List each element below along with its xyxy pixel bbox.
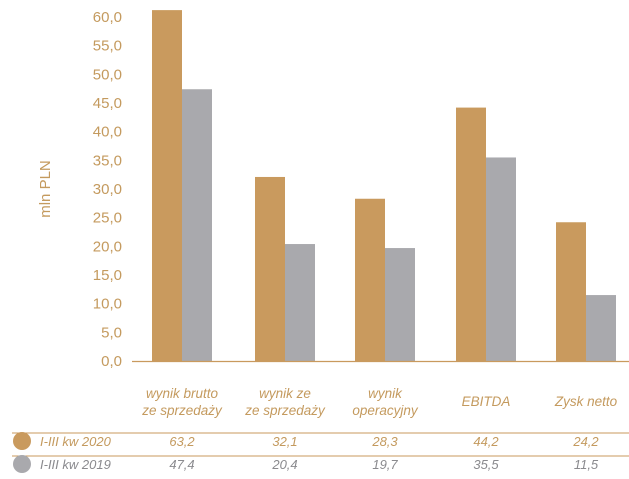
y-tick-label: 55,0 — [93, 38, 122, 55]
y-tick-label: 20,0 — [93, 238, 122, 255]
category-label: wynik brutto — [146, 386, 219, 401]
data-label: 47,4 — [169, 457, 194, 472]
data-label: 35,5 — [473, 457, 499, 472]
bar-2020 — [456, 107, 486, 361]
bar-2019 — [182, 89, 212, 362]
y-tick-label: 5,0 — [101, 324, 122, 341]
legend-marker-2019 — [13, 455, 31, 473]
data-label: 24,2 — [572, 434, 599, 449]
legend-marker-2020 — [13, 432, 31, 450]
y-tick-label: 25,0 — [93, 210, 122, 227]
y-tick-label: 60,0 — [93, 9, 122, 26]
y-tick-label: 15,0 — [93, 267, 122, 284]
data-label: 32,1 — [272, 434, 297, 449]
category-label: Zysk netto — [554, 394, 618, 409]
y-tick-label: 45,0 — [93, 95, 122, 112]
y-tick-label: 40,0 — [93, 124, 122, 141]
bar-2019 — [586, 295, 616, 361]
legend-label-2020: I-III kw 2020 — [40, 434, 112, 449]
y-tick-label: 0,0 — [101, 353, 122, 370]
data-label: 44,2 — [473, 434, 499, 449]
bar-2020 — [556, 222, 586, 361]
data-label: 11,5 — [574, 457, 599, 472]
y-tick-label: 50,0 — [93, 66, 122, 83]
category-label: operacyjny — [352, 403, 419, 418]
bar-2019 — [285, 244, 315, 361]
y-tick-label: 10,0 — [93, 296, 122, 313]
category-label: ze sprzedaży — [141, 403, 223, 418]
data-label: 19,7 — [372, 457, 398, 472]
bar-2019 — [486, 157, 516, 361]
legend-label-2019: I-III kw 2019 — [40, 457, 111, 472]
category-label: wynik ze — [259, 386, 311, 401]
y-axis-label: mln PLN — [37, 160, 54, 218]
y-tick-label: 35,0 — [93, 152, 122, 169]
bar-2019 — [385, 248, 415, 361]
data-label: 20,4 — [271, 457, 297, 472]
bar-2020 — [355, 198, 385, 361]
category-label: wynik — [368, 386, 403, 401]
bar-2020 — [152, 10, 182, 362]
y-tick-label: 30,0 — [93, 181, 122, 198]
category-label: ze sprzedaży — [244, 403, 326, 418]
data-label: 63,2 — [169, 434, 195, 449]
category-label: EBITDA — [462, 394, 511, 409]
data-label: 28,3 — [371, 434, 398, 449]
bar-2020 — [255, 176, 285, 361]
